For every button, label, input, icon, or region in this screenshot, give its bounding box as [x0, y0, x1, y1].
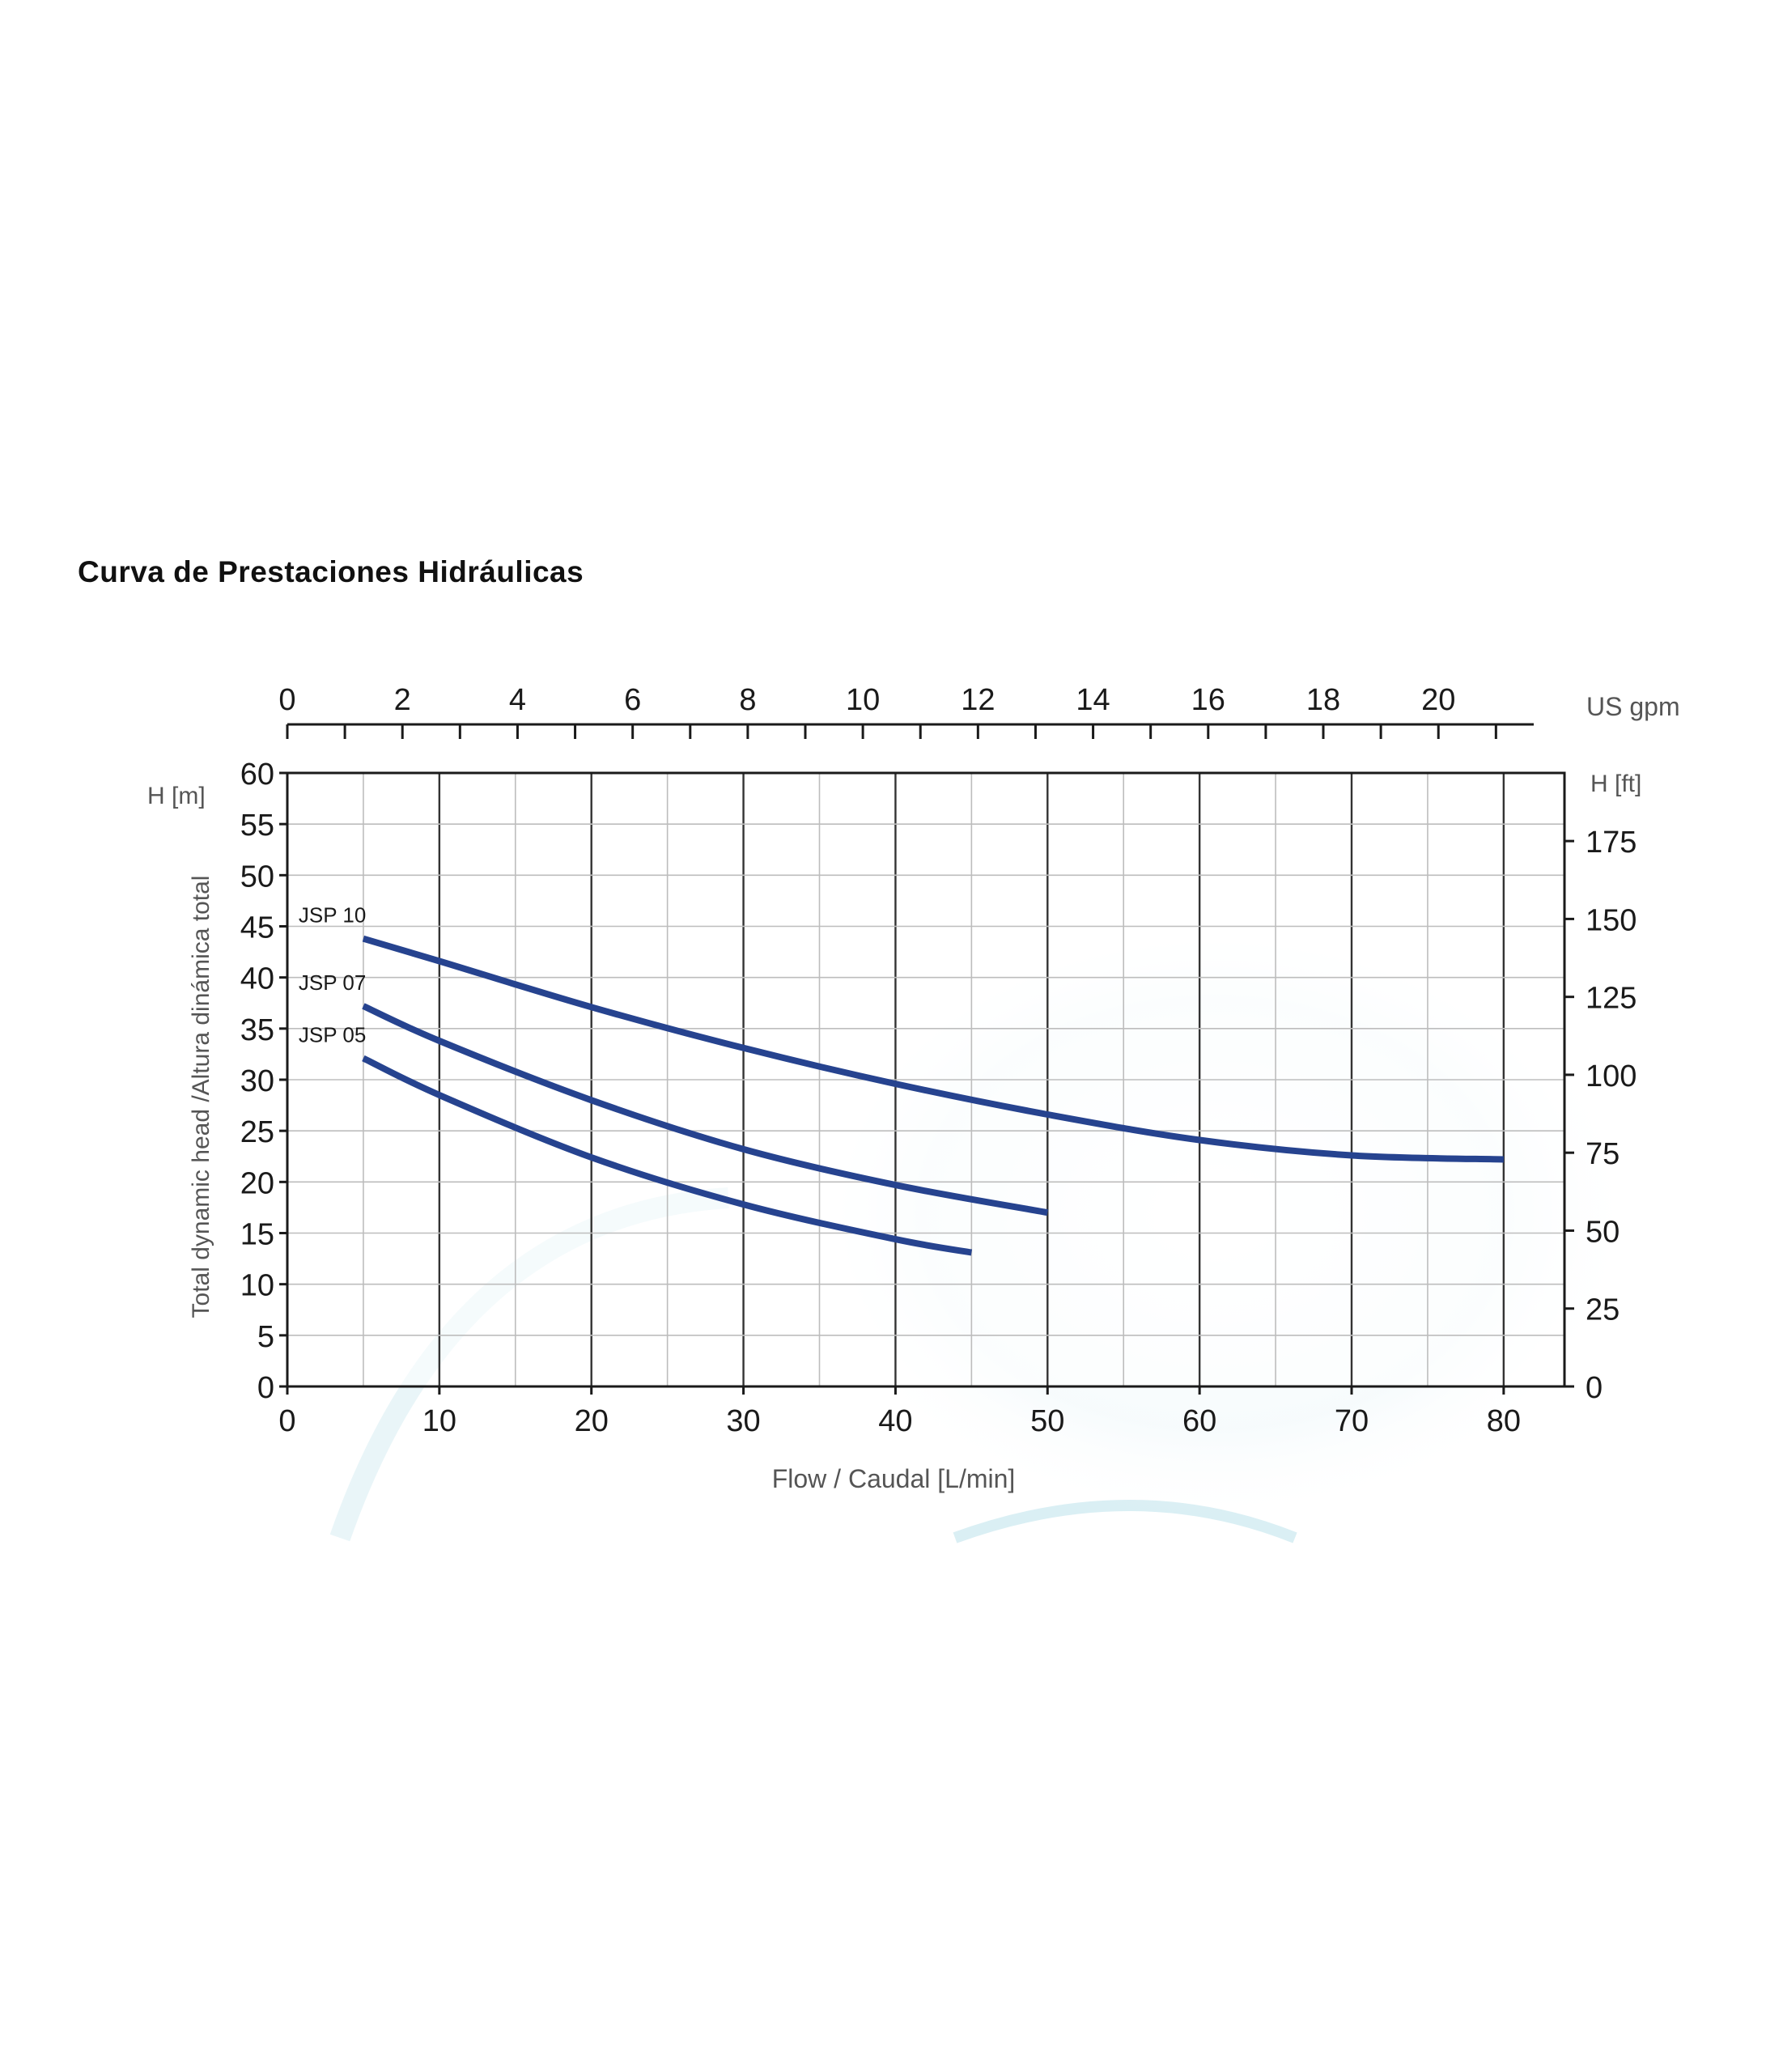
x-tick-label: 50 — [1030, 1404, 1064, 1438]
x-tick-label: 0 — [278, 1404, 295, 1438]
right-unit-label: H [ft] — [1590, 771, 1641, 797]
y-tick-label: 20 — [240, 1166, 274, 1200]
chart-title: Curva de Prestaciones Hidráulicas — [78, 555, 584, 588]
gpm-tick-label: 8 — [739, 683, 756, 717]
y-tick-label: 10 — [240, 1269, 274, 1303]
y-tick-label: 15 — [240, 1218, 274, 1252]
gpm-tick-label: 16 — [1191, 683, 1225, 717]
gpm-tick-label: 4 — [509, 683, 526, 717]
series-label-jsp-07: JSP 07 — [299, 970, 366, 995]
gpm-tick-label: 18 — [1306, 683, 1340, 717]
gpm-tick-label: 10 — [846, 683, 880, 717]
x-tick-label: 10 — [422, 1404, 456, 1438]
x-tick-label: 20 — [575, 1404, 609, 1438]
ft-tick-label: 50 — [1586, 1215, 1620, 1249]
y-tick-label: 60 — [240, 758, 274, 792]
y-tick-label: 25 — [240, 1115, 274, 1149]
ft-tick-label: 25 — [1586, 1293, 1620, 1327]
ft-tick-label: 150 — [1586, 903, 1637, 937]
ft-tick-label: 75 — [1586, 1137, 1620, 1171]
ft-tick-label: 175 — [1586, 826, 1637, 860]
gpm-tick-label: 12 — [961, 683, 995, 717]
y-tick-label: 5 — [257, 1320, 274, 1354]
left-unit-label: H [m] — [147, 783, 206, 809]
series-line-jsp-05 — [362, 1055, 973, 1256]
y-tick-label: 35 — [240, 1013, 274, 1047]
gpm-tick-label: 20 — [1421, 683, 1455, 717]
x-tick-label: 80 — [1487, 1404, 1521, 1438]
gpm-tick-label: 2 — [394, 683, 411, 717]
x-axis-title: Flow / Caudal [L/min] — [772, 1464, 1016, 1493]
y-tick-label: 50 — [240, 860, 274, 894]
series-line-jsp-07 — [362, 1003, 1049, 1216]
ft-tick-label: 125 — [1586, 982, 1637, 1016]
gpm-tick-label: 14 — [1076, 683, 1110, 717]
y-tick-label: 55 — [240, 809, 274, 843]
x-tick-label: 60 — [1182, 1404, 1216, 1438]
x-tick-label: 30 — [726, 1404, 760, 1438]
gpm-tick-label: 0 — [278, 683, 295, 717]
y-tick-label: 0 — [257, 1371, 274, 1405]
y-tick-label: 45 — [240, 911, 274, 945]
y-axis-title: Total dynamic head /Altura dinámica tota… — [188, 876, 214, 1318]
y-tick-label: 40 — [240, 962, 274, 996]
ft-tick-label: 0 — [1586, 1371, 1603, 1405]
ft-tick-label: 100 — [1586, 1059, 1637, 1093]
x-tick-label: 40 — [878, 1404, 912, 1438]
series-label-jsp-10: JSP 10 — [299, 903, 366, 928]
gpm-tick-label: 6 — [624, 683, 641, 717]
x-tick-label: 70 — [1335, 1404, 1369, 1438]
series-line-jsp-10 — [362, 935, 1505, 1163]
series-label-jsp-05: JSP 05 — [299, 1022, 366, 1047]
top-unit-label: US gpm — [1586, 692, 1680, 721]
y-tick-label: 30 — [240, 1064, 274, 1098]
